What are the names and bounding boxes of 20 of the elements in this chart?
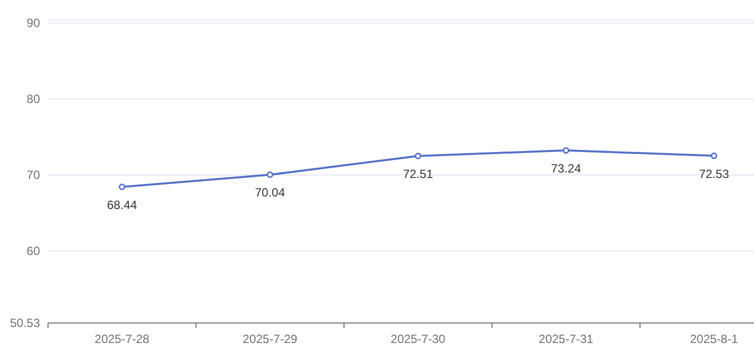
data-label: 72.53 [698,166,730,181]
y-tick-label: 90 [26,16,40,30]
x-tick-label: 2025-7-30 [390,332,446,346]
x-tick-label: 2025-7-29 [242,332,298,346]
point [414,152,422,160]
point [710,152,718,160]
x-tick-label: 2025-7-28 [94,332,150,346]
data-label: 70.04 [254,186,286,200]
data-label: 72.51 [402,166,434,181]
point [118,184,126,190]
y-tick-label: 60 [26,244,40,258]
point [266,171,274,178]
x-tick-label: 2025-7-31 [538,332,594,346]
data-label: 68.44 [106,198,138,212]
point [562,147,570,154]
data-label: 73.24 [550,161,582,176]
x-tick-label: 2025-8-1 [690,332,738,346]
y-tick-label: 70 [26,168,40,182]
y-tick-label: 80 [26,92,40,106]
y-tick-label: 50.53 [10,316,40,330]
